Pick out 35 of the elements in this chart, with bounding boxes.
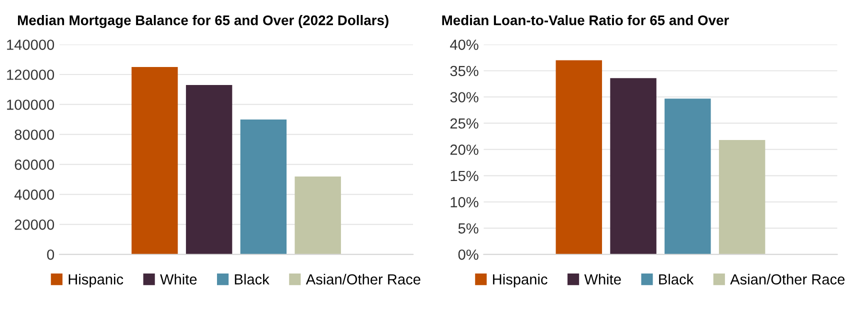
y-tick-label: 0	[47, 250, 54, 260]
bar	[294, 176, 341, 254]
legend-label: White	[584, 274, 621, 285]
bar	[664, 98, 711, 254]
y-tick-label: 30%	[450, 92, 478, 102]
y-tick-label: 0%	[458, 250, 478, 260]
legend-label: Black	[234, 274, 270, 285]
y-tick-label: 60000	[14, 160, 54, 170]
y-tick-label: 100000	[7, 100, 54, 110]
y-tick-label: 25%	[450, 118, 478, 129]
y-tick-label: 10%	[450, 197, 478, 208]
y-tick-label: 40%	[450, 40, 478, 50]
y-tick-label: 20000	[14, 220, 54, 230]
bar	[556, 60, 602, 254]
y-tick-label: 40000	[14, 190, 54, 200]
y-tick-label: 80000	[14, 130, 54, 140]
y-tick-label: 35%	[450, 66, 478, 76]
chart-title: Median Loan-to-Value Ratio for 65 and Over	[442, 15, 729, 26]
y-tick-label: 140000	[7, 40, 54, 50]
legend-label: Black	[659, 274, 694, 285]
y-tick-label: 20%	[450, 144, 478, 155]
bar	[718, 140, 766, 254]
legend-label: Hispanic	[493, 274, 548, 288]
legend-label: Asian/Other Race	[730, 274, 845, 285]
chart-title: Median Mortgage Balance for 65 and Over (2022 Dollars)	[18, 15, 388, 28]
legend-label: Asian/Other Race	[306, 274, 420, 285]
y-tick-label: 15%	[450, 170, 478, 182]
bar	[240, 119, 287, 254]
legend-label: White	[160, 274, 197, 285]
bar	[186, 84, 232, 254]
bar	[132, 67, 178, 254]
bar	[610, 78, 656, 254]
legend-label: Hispanic	[68, 274, 124, 288]
y-tick-label: 5%	[458, 223, 478, 234]
y-tick-label: 120000	[7, 70, 54, 80]
